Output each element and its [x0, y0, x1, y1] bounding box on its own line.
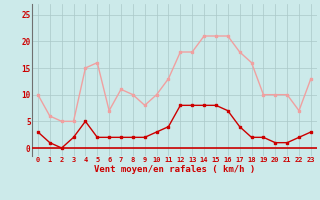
X-axis label: Vent moyen/en rafales ( km/h ): Vent moyen/en rafales ( km/h )	[94, 165, 255, 174]
